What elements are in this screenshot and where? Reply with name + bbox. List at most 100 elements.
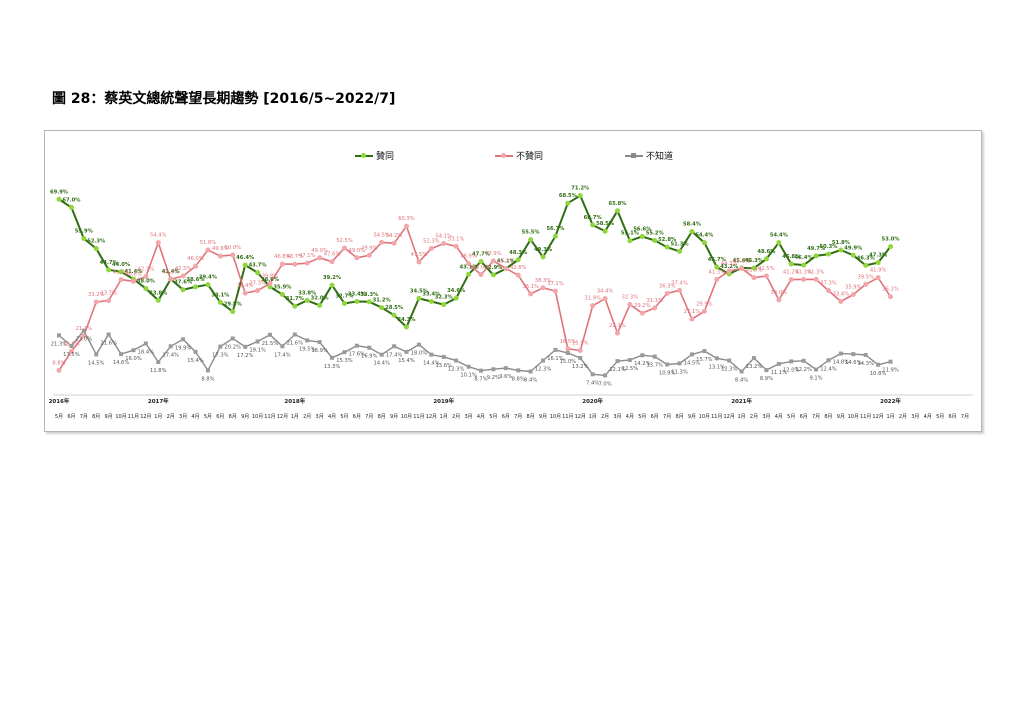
data-point-approve — [478, 258, 484, 264]
data-label-unknown: 17.4% — [386, 352, 403, 358]
data-label-disapprove: 42.3% — [138, 267, 155, 273]
month-tick-label: 5月 — [787, 414, 795, 420]
data-label-unknown: 12.3% — [448, 367, 465, 373]
data-point-approve — [118, 269, 124, 275]
data-point-unknown — [168, 344, 173, 349]
data-label-unknown: 15.3% — [336, 358, 353, 364]
data-point-unknown — [863, 352, 868, 357]
month-tick-label: 9月 — [688, 414, 696, 420]
data-label-disapprove: 42.8% — [510, 265, 527, 271]
data-point-unknown — [789, 359, 794, 364]
data-point-unknown — [205, 368, 210, 373]
data-point-approve — [279, 291, 285, 297]
month-tick-label: 10月 — [550, 414, 561, 420]
data-label-approve: 55.9% — [75, 228, 94, 234]
data-point-disapprove — [205, 247, 211, 253]
data-point-approve — [528, 237, 534, 243]
data-point-approve — [329, 282, 335, 288]
month-tick-label: 4月 — [626, 414, 634, 420]
data-label-approve: 52.3% — [87, 239, 106, 245]
data-label-disapprove: 49.0% — [311, 248, 328, 254]
data-label-disapprove: 46.8% — [274, 254, 291, 260]
data-label-disapprove: 54.5% — [373, 232, 390, 238]
data-point-unknown — [69, 344, 74, 348]
month-tick-label: 3月 — [762, 414, 770, 420]
legend-label-disapprove: 不贊同 — [516, 152, 544, 162]
data-point-approve — [614, 208, 620, 214]
data-point-approve — [466, 271, 472, 277]
data-point-approve — [540, 254, 546, 260]
data-label-disapprove: 49.0% — [349, 248, 366, 254]
data-label-approve: 45.1% — [497, 259, 516, 265]
data-label-unknown: 14.4% — [373, 361, 390, 367]
data-point-approve — [825, 251, 831, 257]
data-point-disapprove — [701, 308, 707, 314]
data-point-unknown — [702, 349, 707, 354]
data-label-disapprove: 46.7% — [287, 254, 304, 260]
data-point-unknown — [404, 349, 409, 354]
data-point-disapprove — [68, 348, 74, 354]
data-point-approve — [292, 303, 298, 309]
data-point-disapprove — [279, 261, 285, 267]
data-label-disapprove: 49.9% — [361, 245, 378, 251]
data-point-disapprove — [56, 367, 62, 373]
data-point-unknown — [218, 344, 223, 349]
data-label-disapprove: 46.9% — [460, 254, 477, 260]
month-tick-label: 4月 — [328, 414, 336, 420]
data-point-disapprove — [341, 245, 347, 251]
data-point-disapprove — [528, 291, 534, 297]
data-point-disapprove — [888, 294, 894, 300]
month-tick-label: 12月 — [575, 414, 586, 420]
data-label-disapprove: 33.2% — [88, 292, 105, 298]
month-tick-label: 10月 — [699, 414, 710, 420]
data-label-disapprove: 41.2% — [113, 270, 130, 276]
data-point-unknown — [565, 351, 570, 355]
data-label-approve: 49.9% — [844, 245, 863, 251]
data-label-unknown: 21.3% — [51, 341, 68, 347]
data-label-unknown: 18.4% — [138, 349, 155, 355]
data-point-disapprove — [714, 276, 720, 282]
data-label-approve: 38.6% — [261, 277, 280, 283]
data-point-disapprove — [379, 239, 385, 245]
data-label-unknown: 12.3% — [721, 367, 738, 373]
data-label-approve: 33.3% — [360, 292, 379, 298]
month-tick-label: 3月 — [911, 414, 919, 420]
data-label-approve: 43.2% — [720, 264, 739, 270]
data-label-approve: 48.6% — [757, 249, 776, 255]
data-point-disapprove — [813, 276, 819, 282]
data-point-disapprove — [726, 268, 732, 274]
month-tick-label: 8月 — [92, 414, 100, 420]
month-tick-label: 7月 — [812, 414, 820, 420]
data-point-unknown — [131, 348, 136, 353]
data-label-unknown: 12.2% — [795, 367, 812, 373]
data-point-disapprove — [850, 291, 856, 297]
month-tick-label: 10月 — [848, 414, 859, 420]
month-tick-label: 8月 — [824, 414, 832, 420]
data-point-disapprove — [180, 273, 186, 279]
data-label-approve: 32.3% — [435, 295, 454, 301]
data-point-unknown — [392, 344, 397, 349]
month-tick-label: 3月 — [316, 414, 324, 420]
month-tick-label: 1月 — [886, 414, 894, 420]
month-tick-label: 4月 — [924, 414, 932, 420]
data-point-unknown — [106, 332, 111, 337]
data-point-approve — [416, 295, 422, 301]
month-tick-label: 12月 — [724, 414, 735, 420]
data-label-approve: 45.7% — [708, 257, 727, 263]
data-point-approve — [751, 265, 757, 271]
data-label-unknown: 16.1% — [547, 356, 564, 362]
data-point-approve — [838, 247, 844, 253]
data-point-unknown — [752, 356, 757, 361]
data-label-unknown: 17.2% — [237, 353, 254, 359]
data-label-approve: 56.6% — [633, 227, 652, 233]
data-label-unknown: 11.8% — [150, 368, 167, 374]
data-label-disapprove: 36.3% — [659, 283, 676, 289]
data-label-approve: 31.2% — [373, 298, 392, 304]
data-point-disapprove — [788, 277, 794, 283]
data-point-disapprove — [81, 333, 87, 339]
month-tick-label: 12月 — [140, 414, 151, 420]
data-point-approve — [801, 262, 807, 268]
year-tick-label: 2018年 — [284, 397, 305, 405]
data-point-disapprove — [590, 303, 596, 309]
data-point-unknown — [330, 355, 335, 360]
